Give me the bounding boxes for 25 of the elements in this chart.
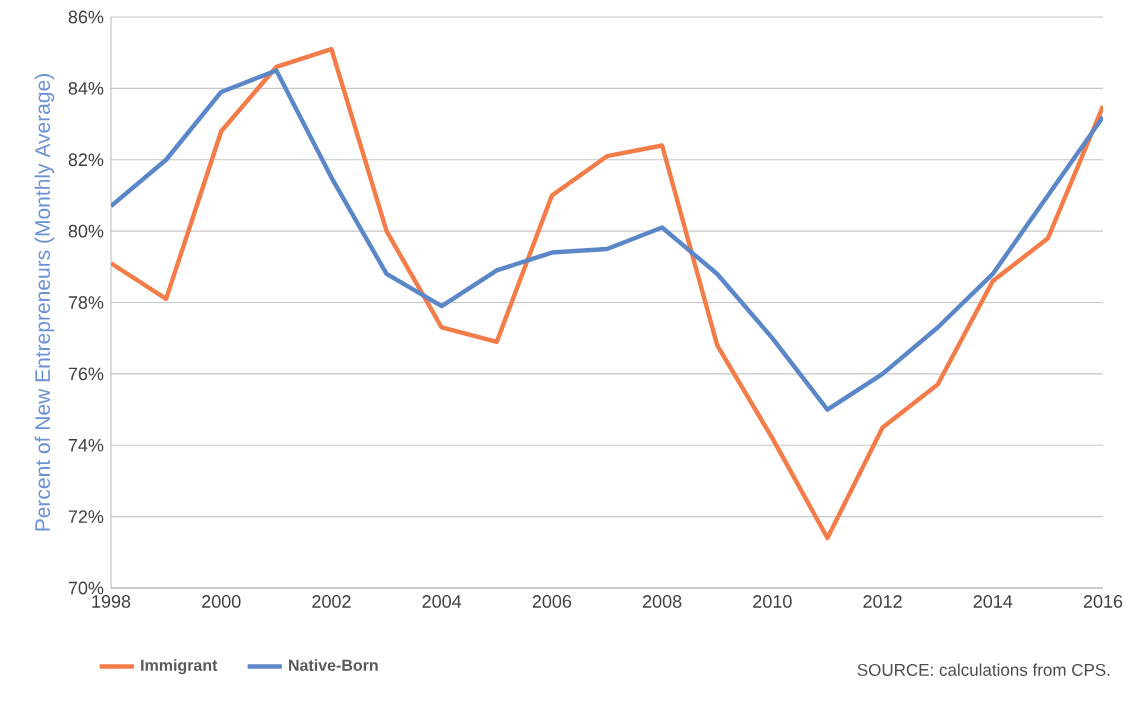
x-tick-label: 2006	[532, 595, 572, 608]
y-tick-label: 76%	[68, 367, 104, 381]
x-tick-label: 2014	[973, 595, 1013, 608]
y-tick-label: 86%	[68, 10, 104, 24]
y-tick-label: 74%	[68, 438, 104, 452]
x-tick-label: 2008	[643, 595, 682, 608]
y-tick-label: 72%	[68, 510, 104, 523]
y-tick-label: 70%	[68, 581, 104, 595]
x-tick-label: 2000	[202, 595, 241, 608]
legend-label: Immigrant	[141, 659, 218, 675]
x-tick-label: 2002	[312, 595, 351, 608]
x-tick-label: 2012	[863, 595, 902, 608]
y-tick-label: 80%	[68, 224, 104, 238]
x-tick-label: 2016	[1083, 595, 1123, 608]
x-tick-label: 2010	[753, 595, 792, 608]
source-note: SOURCE: calculations from CPS.	[857, 663, 1110, 676]
legend-label: Native-Born	[289, 659, 378, 671]
x-tick-label: 1998	[92, 595, 131, 608]
y-axis-title: Percent of New Entrepreneurs (Monthly Average)	[34, 74, 55, 531]
x-tick-label: 2004	[422, 595, 462, 608]
y-tick-label: 82%	[68, 153, 104, 167]
line-series	[111, 68, 1104, 412]
y-tick-label: 84%	[68, 81, 104, 95]
line-series	[111, 46, 1104, 541]
y-tick-label: 78%	[68, 296, 104, 309]
